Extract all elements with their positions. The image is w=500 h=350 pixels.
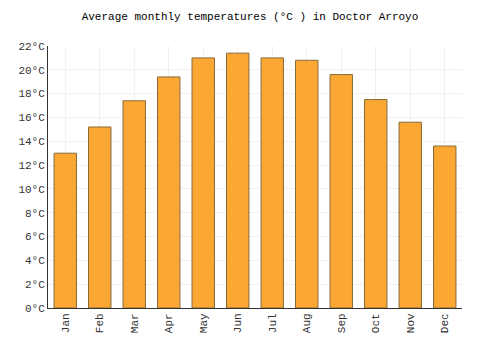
svg-text:Average monthly temperatures (: Average monthly temperatures (°C ) in Do… (82, 11, 419, 23)
svg-text:4°C: 4°C (25, 255, 45, 267)
svg-text:May: May (198, 313, 210, 333)
svg-text:Feb: Feb (94, 313, 106, 333)
svg-text:10°C: 10°C (18, 184, 45, 196)
svg-text:14°C: 14°C (18, 136, 45, 148)
svg-text:18°C: 18°C (18, 88, 45, 100)
svg-text:2°C: 2°C (25, 279, 45, 291)
svg-text:Jan: Jan (60, 313, 72, 333)
svg-text:Jul: Jul (267, 313, 279, 333)
svg-text:Nov: Nov (405, 313, 417, 333)
svg-text:Jun: Jun (232, 313, 244, 333)
svg-text:Oct: Oct (370, 313, 382, 333)
svg-text:6°C: 6°C (25, 231, 45, 243)
svg-text:Apr: Apr (163, 313, 175, 333)
svg-text:Mar: Mar (129, 313, 141, 333)
svg-text:8°C: 8°C (25, 208, 45, 220)
svg-text:22°C: 22°C (18, 41, 45, 53)
svg-text:Aug: Aug (301, 313, 313, 333)
svg-text:20°C: 20°C (18, 65, 45, 77)
svg-text:12°C: 12°C (18, 160, 45, 172)
svg-text:16°C: 16°C (18, 112, 45, 124)
svg-text:0°C: 0°C (25, 303, 45, 315)
svg-text:Sep: Sep (336, 313, 348, 333)
svg-text:Dec: Dec (439, 313, 451, 333)
